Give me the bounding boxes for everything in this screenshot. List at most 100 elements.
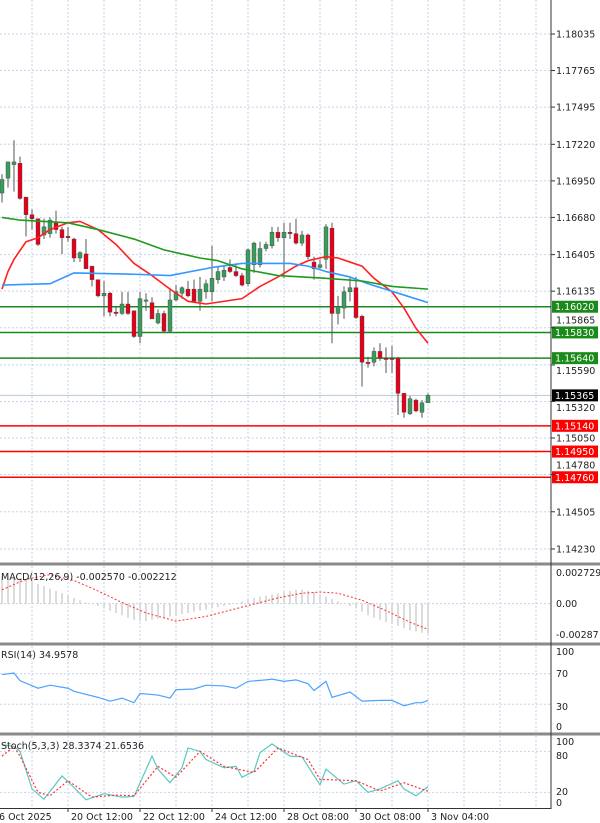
bullish-candle [167,287,173,333]
bullish-candle [209,245,215,302]
bullish-candle [77,251,83,263]
level-price-label: 1.16020 [555,302,594,313]
candle-body [317,264,323,268]
candle-body [263,244,269,249]
rsi-label: RSI(14) 34.9578 [1,650,78,661]
bullish-candle [347,276,353,302]
candle-body [167,299,173,332]
rsi-y-tick-label: 0 [556,722,562,733]
bullish-candle [197,276,203,311]
bearish-candle [35,218,41,246]
rsi-y-tick-label: 30 [556,702,568,713]
bearish-candle [29,209,35,230]
candle-body [371,351,377,363]
bearish-candle [239,272,245,287]
candle-body [95,279,101,297]
candle-body [395,357,401,394]
candle-body [83,253,89,270]
candle-body [389,357,395,360]
candle-body [407,398,413,414]
bearish-candle [377,343,383,361]
candle-body [197,288,203,302]
y-tick-label: 1.15865 [556,316,595,327]
candle-body [311,261,317,270]
bearish-candle [365,356,371,368]
level-price-label: 1.14950 [555,447,594,458]
candle-body [365,362,371,364]
bullish-candle [215,266,221,284]
bullish-candle [317,259,323,269]
candle-body [275,232,281,238]
macd-y-tick-label: 0.00 [556,599,577,610]
bullish-candle [371,347,377,367]
candle-body [47,219,53,234]
macd-label: MACD(12,26,9) -0.002570 -0.002212 [1,572,177,583]
candle-body [269,232,275,247]
candle-body [185,288,191,297]
candle-body [329,228,335,314]
level-price-label: 1.15830 [555,328,594,339]
candle-body [413,399,419,412]
level-price-tag [552,300,598,313]
macd-y-tick-label: -0.00287 [556,630,599,641]
candle-body [71,238,77,259]
candle-body [173,291,179,301]
level-price-tag [552,445,598,458]
candle-body [323,226,329,260]
bullish-candle [245,248,251,287]
y-tick-label: 1.14780 [556,461,595,472]
bearish-candle [95,279,101,298]
candle-body [341,291,347,309]
moving-average-lines [1,216,429,344]
bearish-candle [305,233,311,260]
candle-body [29,214,35,219]
candle-body [353,287,359,318]
bearish-candle [413,398,419,413]
level-price-tag [552,419,598,432]
x-tick-label: 28 Oct 08:00 [287,812,349,823]
stoch-label: Stoch(5,3,3) 28.3374 21.6536 [1,741,144,752]
candle-body [377,351,383,359]
bearish-candle [275,226,281,242]
candle-body [119,303,125,314]
level-price-label: 1.15640 [555,354,594,365]
bullish-candle [425,393,431,404]
candle-body [59,229,65,238]
candle-body [209,278,215,293]
stoch-d-line [1,745,429,798]
y-tick-label: 1.16135 [556,287,595,298]
bearish-candle [401,393,407,418]
support-resistance-levels: 1.16020 1.15830 1.15640 1.15140 1.14950 1.147… [0,300,598,484]
level-price-tag [552,352,598,365]
y-tick-label: 1.16405 [556,250,595,261]
candle-body [221,269,227,278]
candle-body [113,311,119,314]
bullish-candle [11,140,17,192]
level-price-label: 1.15140 [555,421,594,432]
moving-average-line [1,262,429,304]
candle-body [299,234,305,244]
bullish-candle [299,230,305,246]
bearish-candle [149,297,155,320]
bullish-candle [341,286,347,319]
current-price-tag [552,389,598,402]
bearish-candle [293,218,299,245]
candle-body [137,298,143,337]
bearish-candle [59,226,65,254]
candle-body [383,357,389,360]
bearish-candle [287,222,293,240]
x-tick-label: 3 Nov 04:00 [431,812,489,823]
bullish-candle [221,264,227,282]
y-tick-label: 1.17495 [556,103,595,114]
level-price-tag [552,326,598,339]
rsi-line [1,672,429,707]
candle-body [305,234,311,257]
bullish-candle [5,161,11,188]
moving-average-line [1,216,429,290]
bullish-candle [0,174,5,203]
level-price-tag [552,471,598,484]
y-tick-label: 1.15050 [556,434,595,445]
bearish-candle [359,314,365,387]
candle-body [215,271,221,280]
